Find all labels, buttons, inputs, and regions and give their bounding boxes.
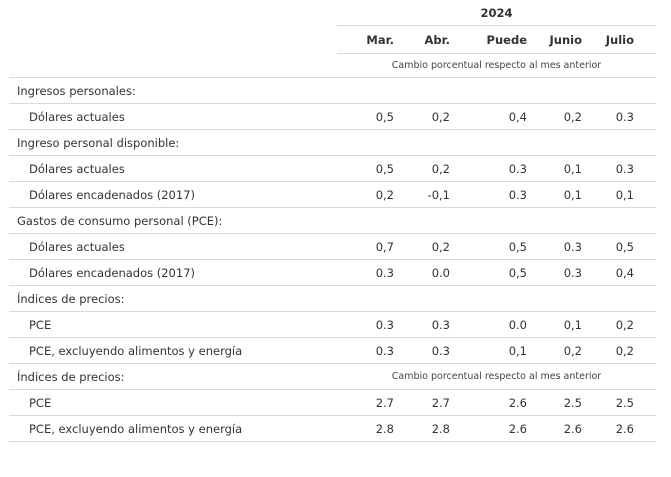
cell-value: 0,1 bbox=[615, 187, 634, 202]
cell-value: 0,2 bbox=[431, 109, 450, 124]
cell-value: 2.6 bbox=[563, 421, 582, 436]
table-row: Dólares encadenados (2017) 0,2 -0,1 0.3 … bbox=[9, 182, 656, 208]
section-row: Índices de precios: Cambio porcentual re… bbox=[9, 364, 656, 390]
cell-value: 2.6 bbox=[615, 421, 634, 436]
header-year-row: 2024 bbox=[9, 0, 656, 26]
table-row: Dólares encadenados (2017) 0.3 0.0 0,5 0… bbox=[9, 260, 656, 286]
header-note: Cambio porcentual respecto al mes anteri… bbox=[391, 59, 602, 71]
cell-value: 0,1 bbox=[563, 161, 582, 176]
section-label: Ingreso personal disponible: bbox=[17, 135, 180, 150]
cell-value: 2.6 bbox=[508, 395, 527, 410]
cell-value: 0,2 bbox=[563, 109, 582, 124]
cell-value: 2.7 bbox=[375, 395, 394, 410]
cell-value: 2.8 bbox=[375, 421, 394, 436]
cell-value: 0,1 bbox=[563, 317, 582, 332]
cell-value: 0.0 bbox=[508, 317, 527, 332]
cell-value: 0,7 bbox=[375, 239, 394, 254]
row-label: Dólares actuales bbox=[29, 239, 125, 254]
section-row: Índices de precios: bbox=[9, 286, 656, 312]
cell-value: 0.3 bbox=[431, 343, 450, 358]
cell-value: 0,5 bbox=[615, 239, 634, 254]
column-header-julio: Julio bbox=[605, 32, 634, 47]
column-header-mar: Mar. bbox=[366, 32, 394, 47]
cell-value: 0,5 bbox=[508, 239, 527, 254]
cell-value: 0,2 bbox=[431, 161, 450, 176]
cell-value: 0,4 bbox=[508, 109, 527, 124]
cell-value: 0,2 bbox=[563, 343, 582, 358]
cell-value: 0.3 bbox=[563, 265, 582, 280]
table-row: Dólares actuales 0,5 0,2 0.3 0,1 0.3 bbox=[9, 156, 656, 182]
table-row: PCE 2.7 2.7 2.6 2.5 2.5 bbox=[9, 390, 656, 416]
cell-value: 0,1 bbox=[563, 187, 582, 202]
cell-value: 0,2 bbox=[431, 239, 450, 254]
cell-value: 0.0 bbox=[431, 265, 450, 280]
cell-value: 2.6 bbox=[508, 421, 527, 436]
section-label: Ingresos personales: bbox=[17, 83, 136, 98]
cell-value: 2.8 bbox=[431, 421, 450, 436]
header-months-row: Mar. Abr. Puede Junio Julio bbox=[9, 26, 656, 54]
cell-value: 0.3 bbox=[508, 161, 527, 176]
cell-value: 0.3 bbox=[615, 109, 634, 124]
cell-value: 0.3 bbox=[615, 161, 634, 176]
row-label: PCE, excluyendo alimentos y energía bbox=[29, 421, 243, 436]
header-year: 2024 bbox=[337, 0, 656, 26]
cell-value: 0.3 bbox=[563, 239, 582, 254]
cell-value: 0,1 bbox=[508, 343, 527, 358]
cell-value: 0,5 bbox=[375, 161, 394, 176]
table-row: Dólares actuales 0,7 0,2 0,5 0.3 0,5 bbox=[9, 234, 656, 260]
cell-value: 0.3 bbox=[375, 265, 394, 280]
section-label: Índices de precios: bbox=[17, 291, 125, 306]
section-row: Ingreso personal disponible: bbox=[9, 130, 656, 156]
table-row: PCE, excluyendo alimentos y energía 2.8 … bbox=[9, 416, 656, 442]
cell-value: 0,5 bbox=[508, 265, 527, 280]
column-header-abr: Abr. bbox=[424, 32, 450, 47]
cell-value: 2.5 bbox=[615, 395, 634, 410]
cell-value: 0,4 bbox=[615, 265, 634, 280]
cell-value: 0.3 bbox=[375, 343, 394, 358]
row-label: PCE bbox=[29, 395, 52, 410]
data-table: 2024 Mar. Abr. Puede Junio Julio Cambio … bbox=[9, 0, 656, 442]
cell-value: 0,5 bbox=[375, 109, 394, 124]
row-label: Dólares encadenados (2017) bbox=[29, 187, 195, 202]
header-note-row: Cambio porcentual respecto al mes anteri… bbox=[9, 53, 656, 78]
cell-value: 0.3 bbox=[431, 317, 450, 332]
section-note: Cambio porcentual respecto al mes anteri… bbox=[391, 371, 602, 382]
cell-value: 0.3 bbox=[508, 187, 527, 202]
table-row: PCE 0.3 0.3 0.0 0,1 0,2 bbox=[9, 312, 656, 338]
section-row: Gastos de consumo personal (PCE): bbox=[9, 208, 656, 234]
cell-value: 2.5 bbox=[563, 395, 582, 410]
row-label: Dólares encadenados (2017) bbox=[29, 265, 195, 280]
column-header-puede: Puede bbox=[486, 32, 527, 47]
section-label: Gastos de consumo personal (PCE): bbox=[17, 213, 223, 228]
cell-value: 0,2 bbox=[615, 343, 634, 358]
row-label: Dólares actuales bbox=[29, 161, 125, 176]
cell-value: 0,2 bbox=[615, 317, 634, 332]
table-row: Dólares actuales 0,5 0,2 0,4 0,2 0.3 bbox=[9, 104, 656, 130]
cell-value: 0.3 bbox=[375, 317, 394, 332]
table-row: PCE, excluyendo alimentos y energía 0.3 … bbox=[9, 338, 656, 364]
cell-value: -0,1 bbox=[427, 187, 450, 202]
section-label: Índices de precios: bbox=[17, 369, 125, 384]
row-label: PCE bbox=[29, 317, 52, 332]
row-label: Dólares actuales bbox=[29, 109, 125, 124]
column-header-junio: Junio bbox=[549, 32, 583, 47]
row-label: PCE, excluyendo alimentos y energía bbox=[29, 343, 243, 358]
cell-value: 2.7 bbox=[431, 395, 450, 410]
header-divider bbox=[337, 53, 656, 54]
section-row: Ingresos personales: bbox=[9, 78, 656, 104]
cell-value: 0,2 bbox=[375, 187, 394, 202]
